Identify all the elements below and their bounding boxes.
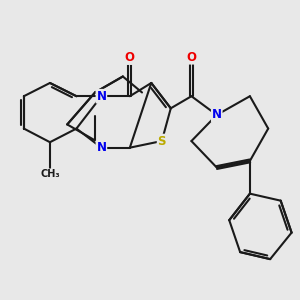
Text: N: N — [212, 108, 222, 122]
Text: N: N — [96, 141, 106, 154]
Text: N: N — [96, 90, 106, 103]
Text: O: O — [125, 51, 135, 64]
Text: O: O — [186, 51, 197, 64]
Text: S: S — [158, 134, 166, 148]
Text: CH₃: CH₃ — [40, 169, 60, 179]
